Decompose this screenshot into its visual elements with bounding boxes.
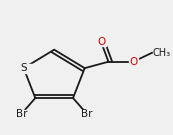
Text: S: S [20, 63, 27, 73]
Polygon shape [14, 64, 33, 73]
Text: Br: Br [16, 109, 28, 119]
Text: O: O [97, 37, 105, 47]
Text: CH₃: CH₃ [153, 48, 171, 58]
Text: O: O [129, 57, 138, 67]
Polygon shape [12, 110, 31, 117]
Text: Br: Br [81, 109, 92, 119]
Polygon shape [77, 110, 97, 117]
Polygon shape [97, 39, 106, 46]
Polygon shape [129, 58, 138, 65]
